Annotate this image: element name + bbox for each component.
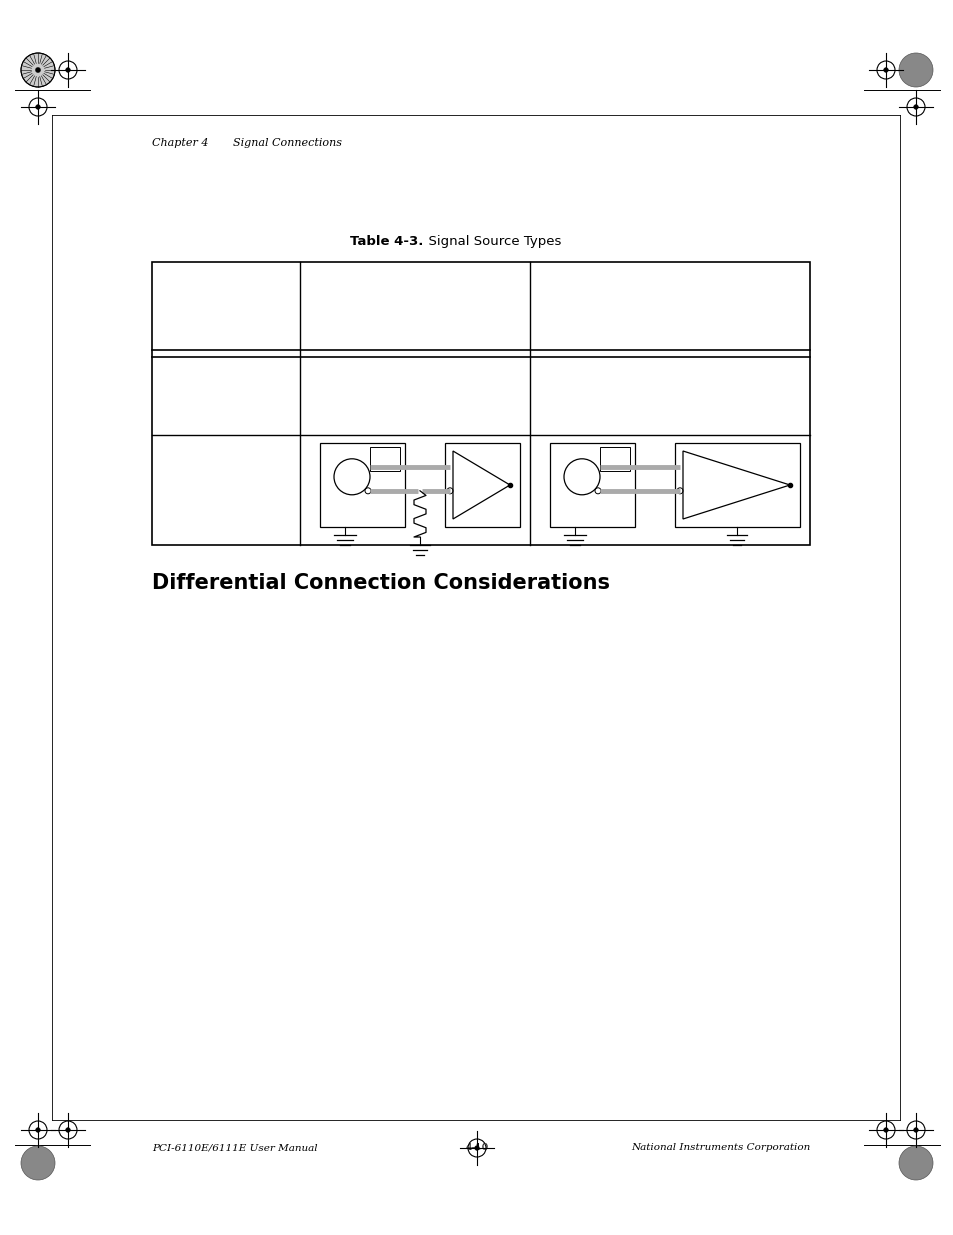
Bar <box>319 443 405 527</box>
Text: 4-10: 4-10 <box>465 1144 488 1152</box>
Bar <box>550 443 635 527</box>
Bar <box>599 447 629 471</box>
Text: Table 4-3.: Table 4-3. <box>350 235 423 248</box>
Circle shape <box>35 105 40 109</box>
Bar <box>444 443 519 527</box>
Text: Chapter 4       Signal Connections: Chapter 4 Signal Connections <box>152 138 341 148</box>
Circle shape <box>21 53 55 86</box>
Circle shape <box>35 68 41 73</box>
Circle shape <box>66 1128 71 1132</box>
Circle shape <box>882 68 887 73</box>
Text: Signal Source Types: Signal Source Types <box>419 235 560 248</box>
Circle shape <box>898 1146 932 1179</box>
Circle shape <box>475 1146 478 1150</box>
Circle shape <box>21 1146 55 1179</box>
Circle shape <box>898 53 932 86</box>
Bar <box>370 447 399 471</box>
Text: PCI-6110E/6111E User Manual: PCI-6110E/6111E User Manual <box>152 1144 317 1152</box>
Circle shape <box>913 105 918 109</box>
Bar <box>152 262 809 545</box>
Circle shape <box>913 1128 918 1132</box>
Text: National Instruments Corporation: National Instruments Corporation <box>630 1144 809 1152</box>
Circle shape <box>35 1128 40 1132</box>
Bar <box>675 443 800 527</box>
Circle shape <box>66 68 71 73</box>
Text: Differential Connection Considerations: Differential Connection Considerations <box>152 573 609 593</box>
Circle shape <box>882 1128 887 1132</box>
